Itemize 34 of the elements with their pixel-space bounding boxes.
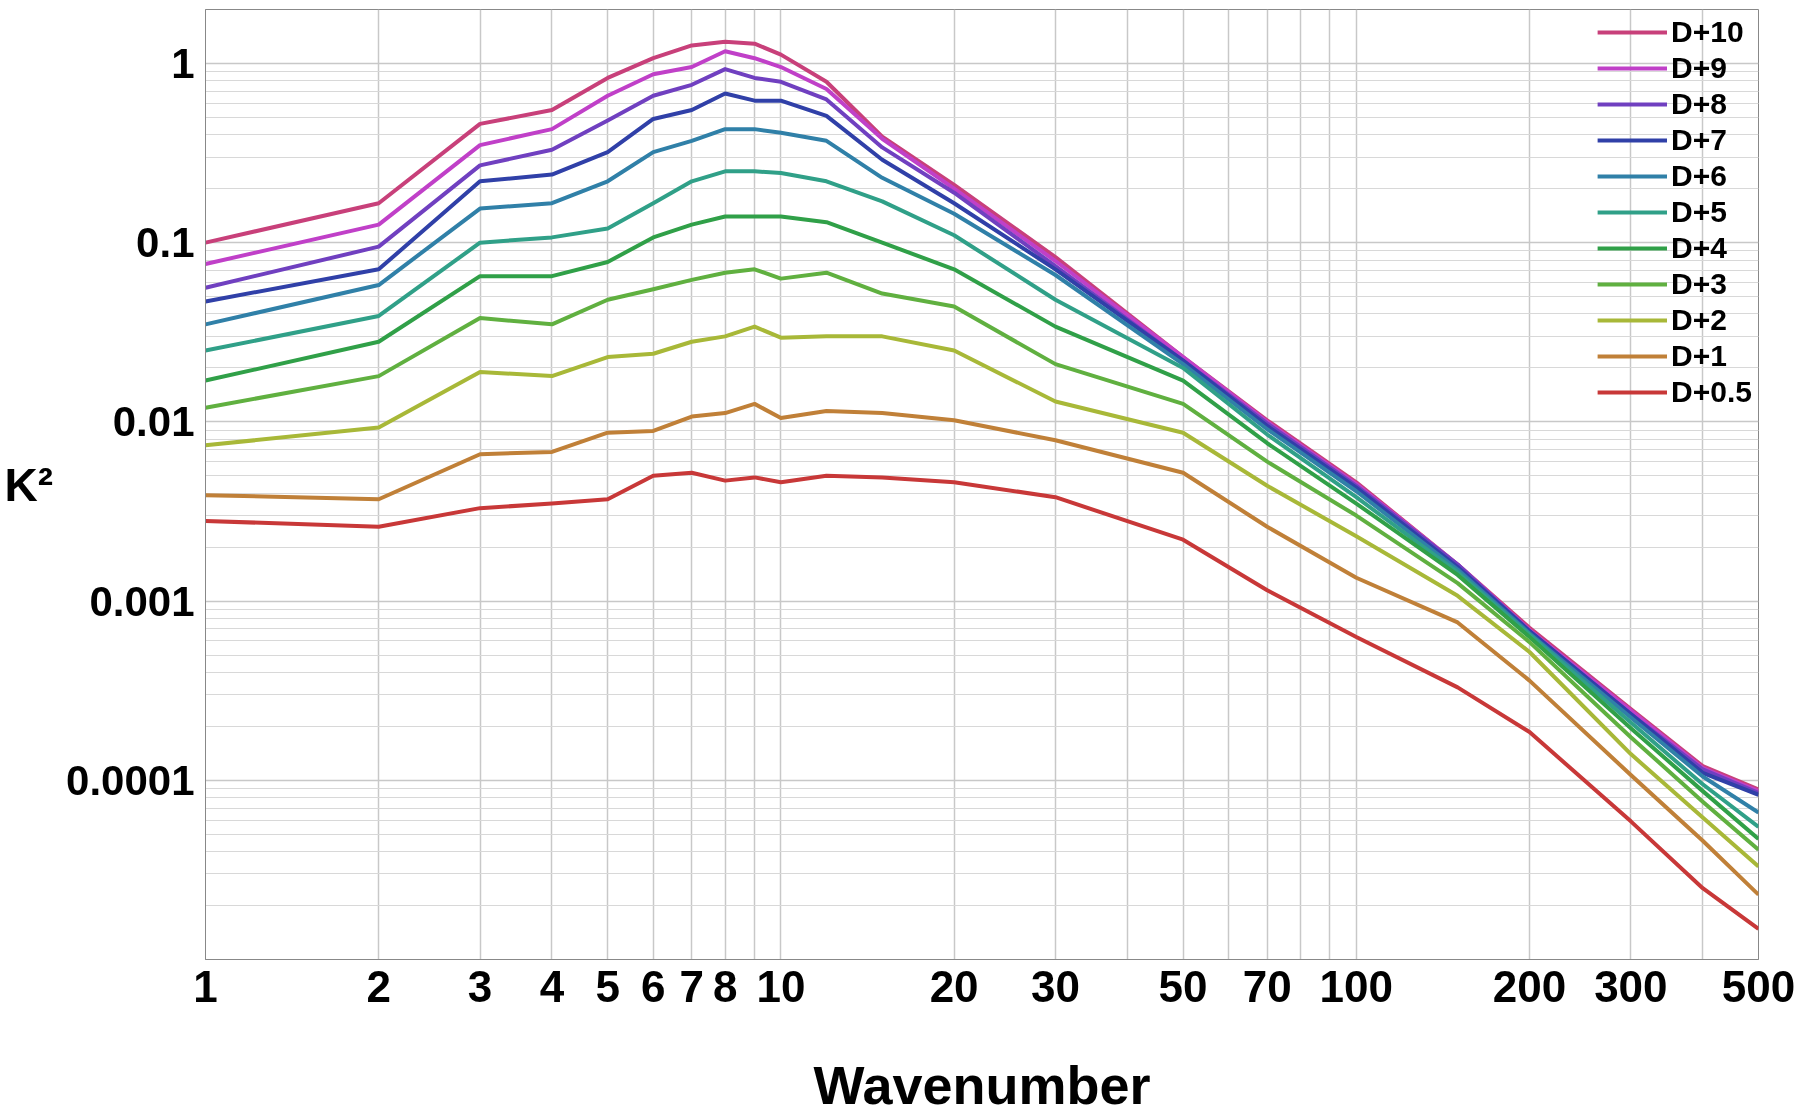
y-tick-label: 0.01: [112, 398, 195, 446]
x-axis-title: Wavenumber: [813, 1054, 1151, 1115]
legend-label: D+1: [1671, 339, 1727, 373]
x-tick-label: 200: [1492, 961, 1567, 1011]
x-tick-label: 3: [467, 961, 493, 1011]
x-tick-label: 8: [712, 961, 738, 1011]
x-tick-label: 6: [641, 961, 666, 1011]
legend-label: D+8: [1671, 87, 1727, 121]
y-tick-label: 0.001: [89, 577, 195, 625]
x-tick-label: 4: [539, 961, 565, 1011]
legend-label: D+5: [1671, 195, 1727, 229]
x-tick-label: 500: [1721, 961, 1796, 1011]
legend-label: D+0.5: [1671, 375, 1752, 409]
x-tick-label: 5: [595, 961, 620, 1011]
x-tick-label: 7: [679, 961, 705, 1011]
x-tick-label: 20: [929, 961, 979, 1011]
x-tick-label: 100: [1319, 961, 1394, 1011]
legend-label: D+2: [1671, 303, 1727, 337]
x-tick-label: 10: [756, 961, 806, 1011]
x-tick-label: 2: [366, 961, 391, 1011]
y-tick-label: 0.1: [136, 219, 195, 267]
legend-label: D+4: [1671, 231, 1727, 265]
x-tick-label: 50: [1158, 961, 1208, 1011]
y-axis-title: K²: [4, 458, 54, 511]
legend-label: D+6: [1671, 159, 1727, 193]
legend-label: D+7: [1671, 123, 1727, 157]
legend-label: D+10: [1671, 15, 1744, 49]
x-tick-label: 300: [1594, 961, 1668, 1011]
y-tick-label: 1: [171, 39, 195, 87]
y-tick-label: 0.0001: [66, 756, 195, 804]
x-tick-label: 70: [1242, 961, 1292, 1011]
legend-label: D+3: [1671, 267, 1727, 301]
legend-label: D+9: [1671, 51, 1727, 85]
x-tick-label: 30: [1030, 961, 1080, 1011]
